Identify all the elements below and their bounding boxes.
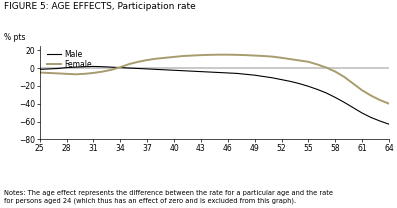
Female bbox=[234, 54, 239, 56]
Male bbox=[297, 82, 302, 85]
Male bbox=[387, 123, 391, 125]
Female bbox=[279, 57, 284, 59]
Male bbox=[234, 72, 239, 75]
Female bbox=[181, 55, 185, 57]
Male bbox=[216, 71, 221, 74]
Male bbox=[369, 116, 374, 119]
Female bbox=[351, 82, 356, 85]
Male bbox=[198, 70, 203, 73]
Male bbox=[279, 78, 284, 81]
Female bbox=[324, 66, 329, 69]
Female bbox=[270, 55, 275, 58]
Line: Male: Male bbox=[40, 66, 389, 124]
Male bbox=[181, 69, 185, 72]
Male bbox=[154, 68, 158, 71]
Male bbox=[91, 65, 96, 68]
Female bbox=[55, 72, 60, 75]
Female bbox=[100, 70, 105, 73]
Male bbox=[288, 80, 293, 83]
Male bbox=[55, 67, 60, 70]
Male bbox=[118, 66, 123, 69]
Female bbox=[46, 72, 51, 74]
Female bbox=[172, 56, 176, 58]
Female bbox=[369, 94, 374, 97]
Female bbox=[145, 59, 150, 61]
Male bbox=[324, 92, 329, 94]
Male bbox=[46, 68, 51, 70]
Male bbox=[243, 73, 248, 76]
Male bbox=[378, 120, 382, 122]
Male bbox=[360, 112, 364, 114]
Line: Female: Female bbox=[40, 55, 389, 104]
Male bbox=[82, 66, 87, 68]
Text: Notes: The age effect represents the difference between the rate for a particula: Notes: The age effect represents the dif… bbox=[4, 190, 333, 204]
Male bbox=[225, 72, 230, 74]
Male bbox=[351, 106, 356, 109]
Female bbox=[198, 54, 203, 56]
Female bbox=[225, 53, 230, 56]
Female bbox=[387, 103, 391, 105]
Text: % pts: % pts bbox=[4, 33, 25, 42]
Female bbox=[342, 76, 347, 78]
Female bbox=[163, 57, 168, 59]
Female bbox=[360, 89, 364, 92]
Female bbox=[306, 61, 311, 63]
Female bbox=[261, 55, 266, 57]
Female bbox=[109, 69, 114, 71]
Female bbox=[378, 99, 382, 101]
Male bbox=[136, 67, 141, 70]
Male bbox=[270, 77, 275, 79]
Male bbox=[208, 71, 212, 73]
Male bbox=[333, 96, 338, 99]
Male bbox=[73, 66, 78, 68]
Text: FIGURE 5: AGE EFFECTS, Participation rate: FIGURE 5: AGE EFFECTS, Participation rat… bbox=[4, 2, 196, 11]
Male bbox=[172, 69, 176, 72]
Male bbox=[306, 85, 311, 88]
Legend: Male, Female: Male, Female bbox=[47, 50, 91, 69]
Female bbox=[288, 58, 293, 60]
Female bbox=[82, 73, 87, 75]
Male bbox=[145, 68, 150, 70]
Male bbox=[37, 68, 42, 71]
Female bbox=[136, 61, 141, 63]
Female bbox=[315, 63, 320, 66]
Male bbox=[190, 70, 195, 72]
Female bbox=[154, 57, 158, 60]
Male bbox=[342, 101, 347, 104]
Male bbox=[100, 66, 105, 68]
Female bbox=[333, 70, 338, 73]
Male bbox=[252, 74, 257, 76]
Female bbox=[208, 54, 212, 56]
Female bbox=[297, 59, 302, 62]
Male bbox=[127, 67, 132, 69]
Male bbox=[64, 66, 69, 69]
Female bbox=[118, 66, 123, 68]
Female bbox=[73, 73, 78, 76]
Female bbox=[216, 53, 221, 56]
Male bbox=[109, 66, 114, 68]
Female bbox=[91, 72, 96, 74]
Female bbox=[127, 63, 132, 65]
Female bbox=[252, 54, 257, 57]
Female bbox=[37, 71, 42, 74]
Male bbox=[315, 88, 320, 91]
Male bbox=[261, 75, 266, 78]
Female bbox=[64, 73, 69, 75]
Female bbox=[243, 54, 248, 56]
Female bbox=[190, 54, 195, 57]
Male bbox=[163, 69, 168, 71]
